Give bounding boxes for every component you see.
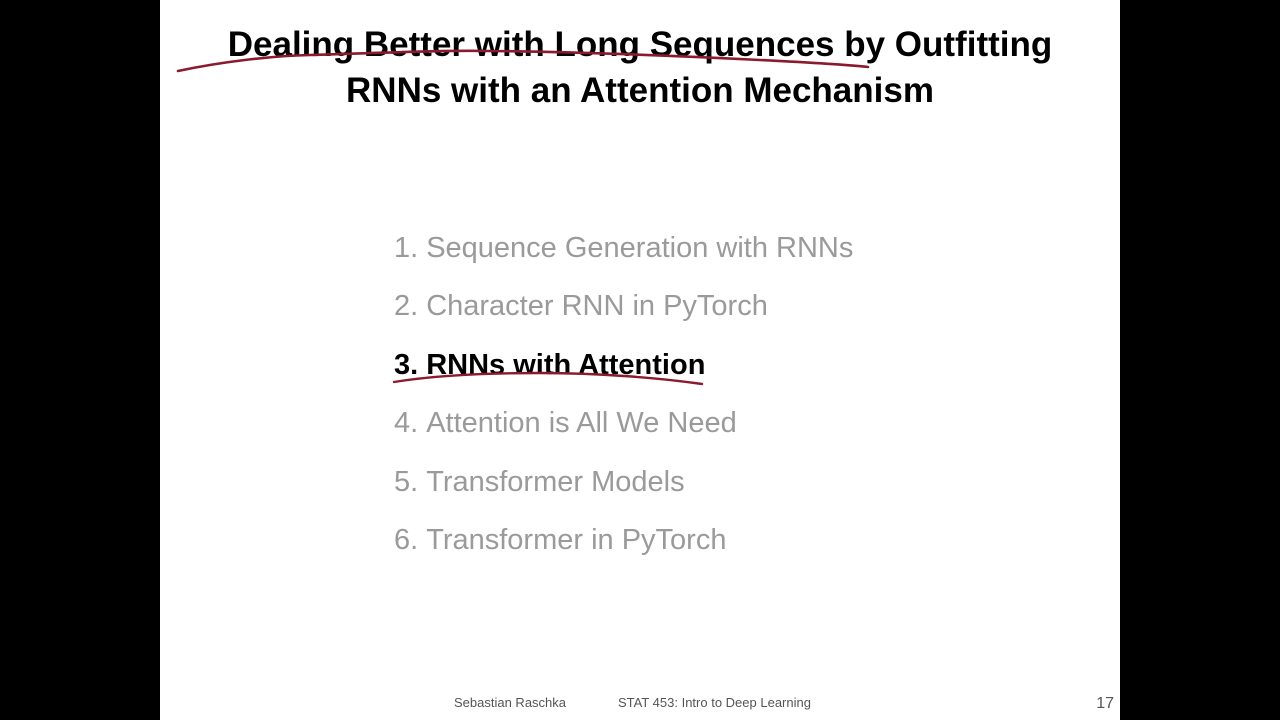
agenda-item-label: RNNs with Attention [426, 348, 706, 381]
agenda-item-label: Sequence Generation with RNNs [426, 232, 854, 264]
slide-title-line-1: Dealing Better with Long Sequences by Ou… [227, 25, 1053, 64]
agenda-item-label: Character RNN in PyTorch [426, 290, 768, 323]
footer-course: STAT 453: Intro to Deep Learning [618, 695, 811, 710]
agenda-item-label: Transformer in PyTorch [426, 523, 727, 556]
agenda-item-number: 1. [394, 232, 419, 264]
agenda-list: 1. Sequence Generation with RNNs 2. Charac… [394, 226, 853, 576]
slide: Dealing Better with Long Sequences by Ou… [160, 0, 1120, 720]
agenda-item-number: 4. [394, 407, 419, 440]
page-number: 17 [1096, 695, 1114, 712]
slide-title: Dealing Better with Long Sequences by Ou… [160, 22, 1120, 114]
agenda-item-6: 6. Transformer in PyTorch [394, 518, 853, 576]
slide-title-line-2: RNNs with an Attention Mechanism [346, 71, 934, 110]
agenda-item-1: 1. Sequence Generation with RNNs [394, 226, 853, 284]
agenda-item-label: Attention is All We Need [426, 407, 737, 440]
agenda-item-4: 4. Attention is All We Need [394, 401, 853, 459]
agenda-item-3-active: 3. RNNs with Attention [394, 343, 853, 401]
footer-author: Sebastian Raschka [454, 695, 567, 710]
agenda-item-number: 3. [394, 348, 419, 381]
agenda-item-number: 6. [394, 523, 419, 556]
agenda-item-2: 2. Character RNN in PyTorch [394, 284, 853, 342]
agenda-item-number: 5. [394, 465, 419, 498]
agenda-item-label: Transformer Models [426, 465, 685, 498]
agenda-item-5: 5. Transformer Models [394, 460, 853, 518]
agenda-item-number: 2. [394, 290, 419, 323]
